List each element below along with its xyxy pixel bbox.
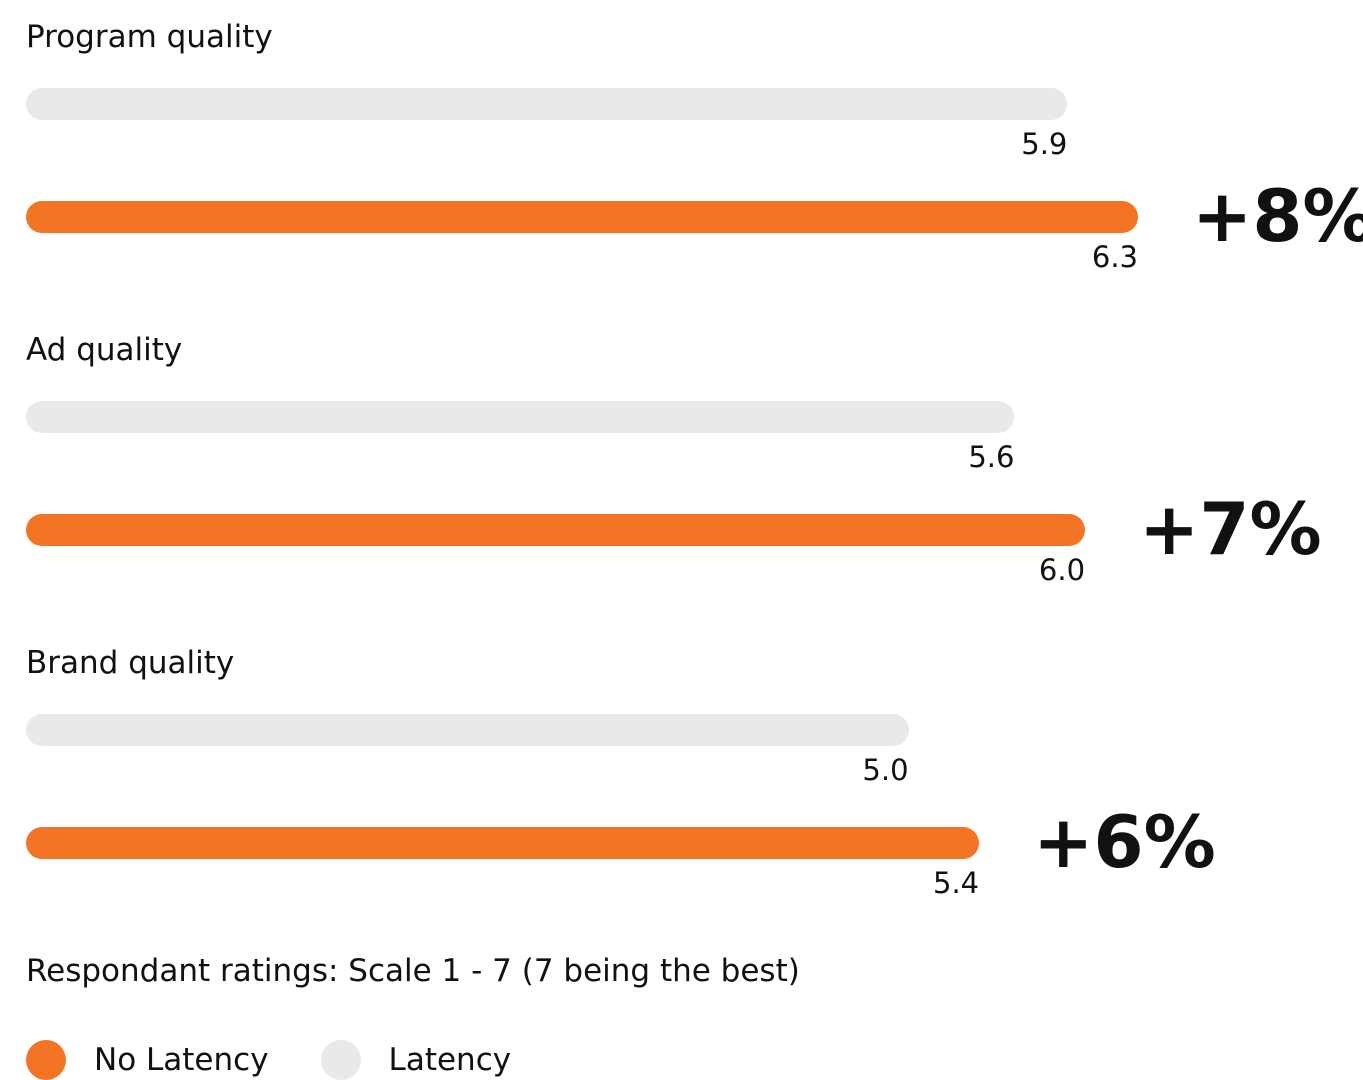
category-label-ad-quality: Ad quality xyxy=(26,332,183,368)
value-label-latency-brand-quality: 5.0 xyxy=(862,753,909,787)
legend-label-no-latency: No Latency xyxy=(94,1041,269,1078)
value-label-latency-ad-quality: 5.6 xyxy=(968,440,1015,474)
category-label-program-quality: Program quality xyxy=(26,19,273,55)
uplift-label-program-quality: +8% xyxy=(1192,174,1363,258)
bar-no-latency-brand-quality xyxy=(26,827,980,859)
uplift-label-brand-quality: +6% xyxy=(1033,800,1216,884)
legend-swatch-no-latency xyxy=(26,1040,66,1080)
bar-latency-ad-quality xyxy=(26,401,1015,433)
value-label-no-latency-brand-quality: 5.4 xyxy=(933,866,980,900)
value-label-no-latency-ad-quality: 6.0 xyxy=(1038,553,1086,587)
legend-item-no-latency: No Latency xyxy=(26,1040,269,1080)
value-label-no-latency-program-quality: 6.3 xyxy=(1091,240,1138,274)
legend: No Latency Latency xyxy=(26,1040,563,1080)
bar-latency-program-quality xyxy=(26,88,1068,120)
chart-note: Respondant ratings: Scale 1 - 7 (7 being… xyxy=(26,953,800,989)
uplift-label-ad-quality: +7% xyxy=(1139,487,1322,571)
legend-label-latency: Latency xyxy=(388,1041,512,1078)
bar-no-latency-program-quality xyxy=(26,201,1138,233)
bar-chart: Program quality 5.9 6.3 +8% Ad quality 5.6 6.0… xyxy=(26,19,1363,900)
bar-no-latency-ad-quality xyxy=(26,514,1086,546)
bar-latency-brand-quality xyxy=(26,714,909,746)
legend-item-latency: Latency xyxy=(320,1040,512,1080)
category-label-brand-quality: Brand quality xyxy=(26,645,235,681)
value-label-latency-program-quality: 5.9 xyxy=(1021,127,1068,161)
legend-swatch-latency xyxy=(320,1040,361,1080)
